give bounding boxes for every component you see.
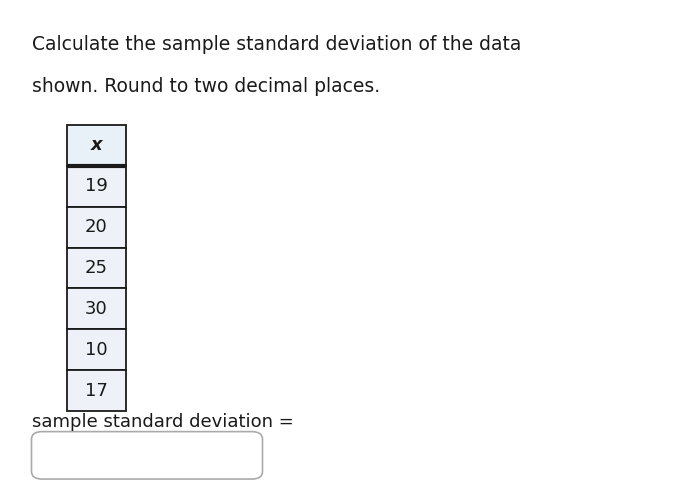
Bar [66,248,126,288]
Text: 17: 17 [85,382,108,400]
Text: 20: 20 [85,218,108,236]
Bar [66,370,126,411]
Text: 30: 30 [85,300,108,318]
Text: Calculate the sample standard deviation of the data: Calculate the sample standard deviation … [32,35,521,54]
Bar [66,207,126,248]
Text: 10: 10 [85,341,108,359]
Bar [66,125,126,166]
Bar [66,329,126,370]
FancyBboxPatch shape [32,432,262,479]
Bar [66,288,126,329]
Text: 25: 25 [85,259,108,277]
Bar [66,166,126,207]
Text: 19: 19 [85,177,108,195]
Text: sample standard deviation =: sample standard deviation = [32,413,293,431]
Text: x: x [90,136,102,154]
Text: shown. Round to two decimal places.: shown. Round to two decimal places. [32,77,379,96]
